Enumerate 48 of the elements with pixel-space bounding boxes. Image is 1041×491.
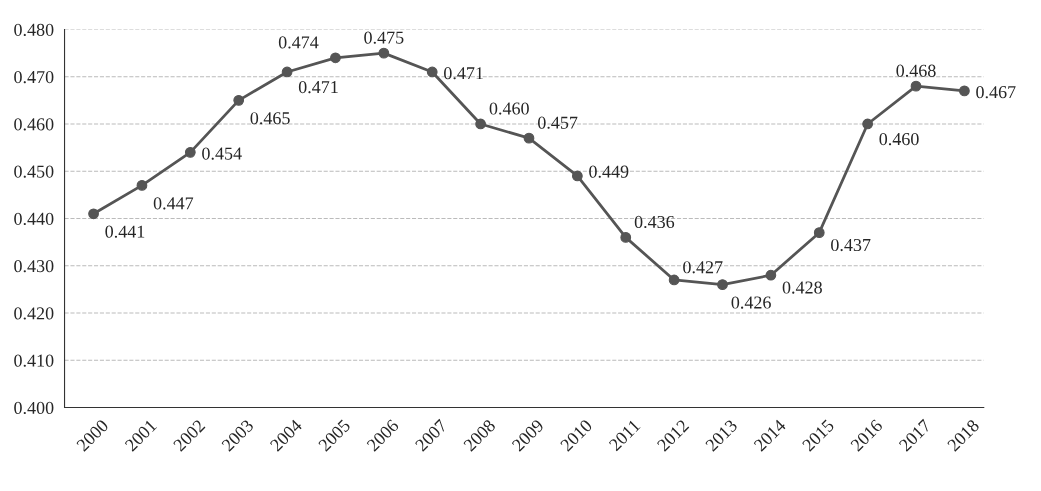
point bbox=[765, 269, 777, 281]
data-label: 0.465 bbox=[250, 112, 290, 125]
y-tick-label: 0.440 bbox=[14, 212, 54, 226]
data-label: 0.427 bbox=[683, 261, 723, 274]
data-label: 0.457 bbox=[538, 116, 578, 129]
data-label: 0.447 bbox=[153, 197, 194, 210]
y-tick-label: 0.480 bbox=[14, 23, 54, 36]
point bbox=[233, 94, 245, 106]
point bbox=[330, 52, 341, 64]
point bbox=[813, 227, 825, 239]
y-tick-label: 0.400 bbox=[14, 401, 54, 415]
data-label: 0.449 bbox=[589, 165, 629, 178]
point bbox=[378, 47, 390, 59]
data-label: 0.467 bbox=[976, 86, 1016, 99]
point bbox=[136, 180, 148, 191]
x-tick-label: 2011 bbox=[608, 419, 641, 452]
data-label: 0.454 bbox=[202, 147, 242, 160]
data-label: 0.471 bbox=[444, 67, 483, 80]
data-label: 0.460 bbox=[489, 102, 529, 115]
data-label: 0.468 bbox=[896, 64, 936, 77]
point bbox=[959, 85, 970, 97]
y-tick-label: 0.420 bbox=[14, 307, 54, 320]
data-label: 0.436 bbox=[634, 215, 675, 229]
point bbox=[620, 232, 632, 243]
point bbox=[426, 66, 438, 78]
y-tick-label: 0.450 bbox=[14, 165, 54, 178]
data-label: 0.426 bbox=[731, 296, 771, 309]
point bbox=[862, 118, 874, 130]
point bbox=[910, 80, 922, 92]
y-tick-label: 0.430 bbox=[14, 260, 54, 273]
data-label: 0.428 bbox=[782, 281, 822, 294]
y-tick-label: 0.470 bbox=[14, 70, 54, 84]
data-label: 0.441 bbox=[105, 225, 145, 238]
y-tick-label: 0.460 bbox=[14, 118, 54, 131]
point bbox=[88, 208, 99, 220]
data-label: 0.474 bbox=[278, 36, 319, 49]
data-label: 0.460 bbox=[879, 132, 919, 146]
data-label: 0.475 bbox=[364, 31, 404, 44]
point bbox=[668, 274, 680, 286]
point bbox=[184, 146, 196, 158]
y-tick-label: 0.410 bbox=[14, 354, 54, 367]
data-label: 0.471 bbox=[298, 80, 338, 94]
data-label: 0.437 bbox=[831, 238, 871, 252]
point bbox=[281, 66, 293, 78]
point bbox=[717, 279, 728, 291]
point bbox=[571, 170, 583, 182]
point bbox=[475, 118, 486, 130]
point bbox=[523, 132, 535, 144]
